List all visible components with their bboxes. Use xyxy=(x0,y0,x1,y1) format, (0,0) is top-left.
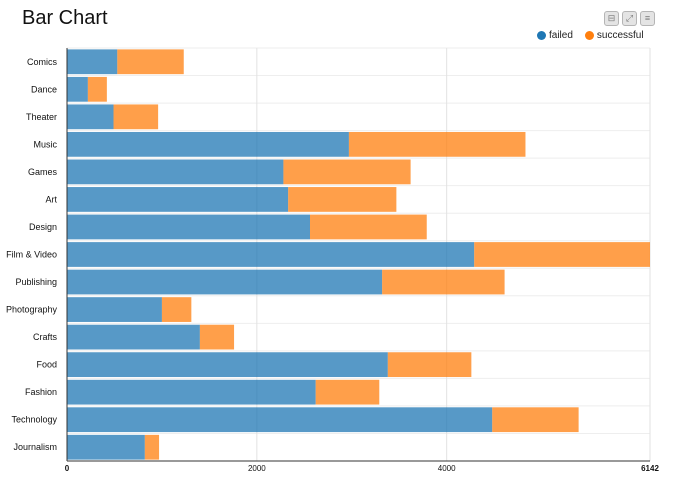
bar-failed-games[interactable] xyxy=(67,159,284,185)
bar-failed-photography[interactable] xyxy=(67,297,162,322)
category-label: Technology xyxy=(11,415,57,425)
chart-toolbar: ⊟ ⤢ ≡ xyxy=(604,11,655,26)
category-label: Food xyxy=(36,360,57,370)
bar-failed-food[interactable] xyxy=(67,352,388,378)
bar-successful-publishing[interactable] xyxy=(382,269,505,295)
category-label: Fashion xyxy=(25,387,57,397)
x-tick-label: 6142 xyxy=(641,464,659,473)
expand-icon[interactable]: ⤢ xyxy=(622,11,637,26)
x-tick-label: 2000 xyxy=(248,464,266,473)
legend-dot-successful xyxy=(584,31,594,40)
bar-failed-journalism[interactable] xyxy=(67,434,145,460)
bar-successful-design[interactable] xyxy=(309,214,427,240)
bar-failed-art[interactable] xyxy=(67,187,289,212)
bar-successful-dance[interactable] xyxy=(87,76,107,102)
bar-successful-games[interactable] xyxy=(283,159,411,185)
bar-successful-music[interactable] xyxy=(348,131,526,157)
legend-item-successful[interactable]: successful xyxy=(584,30,644,41)
bar-successful-film-video[interactable] xyxy=(474,242,650,267)
category-label: Music xyxy=(33,139,57,149)
x-tick-label: 4000 xyxy=(438,464,456,473)
category-label: Dance xyxy=(31,84,57,94)
bar-successful-comics[interactable] xyxy=(117,49,184,75)
category-label: Film & Video xyxy=(6,250,57,260)
category-label: Theater xyxy=(26,112,57,122)
bar-failed-music[interactable] xyxy=(67,131,349,157)
bar-failed-technology[interactable] xyxy=(67,407,493,433)
chart-title: Bar Chart xyxy=(22,7,108,29)
legend-label-successful: successful xyxy=(596,30,644,41)
category-label: Games xyxy=(28,167,58,177)
bar-failed-design[interactable] xyxy=(67,214,310,240)
legend-dot-failed xyxy=(537,31,546,40)
bar-successful-journalism[interactable] xyxy=(144,434,160,460)
bar-failed-crafts[interactable] xyxy=(67,324,200,350)
x-tick-label: 0 xyxy=(65,464,70,473)
category-label: Art xyxy=(45,194,57,204)
bar-failed-theater[interactable] xyxy=(67,104,114,130)
category-label: Photography xyxy=(6,305,58,315)
bar-successful-theater[interactable] xyxy=(113,104,159,130)
menu-icon[interactable]: ≡ xyxy=(640,11,655,26)
bar-successful-art[interactable] xyxy=(288,187,397,212)
legend-item-failed[interactable]: failed xyxy=(537,30,573,41)
bar-successful-technology[interactable] xyxy=(492,407,579,433)
bar-successful-food[interactable] xyxy=(387,352,472,378)
minimize-icon[interactable]: ⊟ xyxy=(604,11,619,26)
category-label: Design xyxy=(29,222,57,232)
bar-failed-dance[interactable] xyxy=(67,76,88,102)
category-label: Journalism xyxy=(13,442,57,452)
category-label: Crafts xyxy=(33,332,58,342)
bar-failed-film-video[interactable] xyxy=(67,242,475,267)
bar-failed-fashion[interactable] xyxy=(67,379,316,405)
legend-label-failed: failed xyxy=(549,30,573,41)
bar-successful-crafts[interactable] xyxy=(199,324,235,350)
bar-successful-photography[interactable] xyxy=(161,297,192,322)
bar-failed-comics[interactable] xyxy=(67,49,118,75)
category-label: Comics xyxy=(27,57,58,67)
chart-legend: failed successful xyxy=(537,30,644,41)
bar-successful-fashion[interactable] xyxy=(315,379,380,405)
bar-failed-publishing[interactable] xyxy=(67,269,383,295)
category-label: Publishing xyxy=(15,277,57,287)
